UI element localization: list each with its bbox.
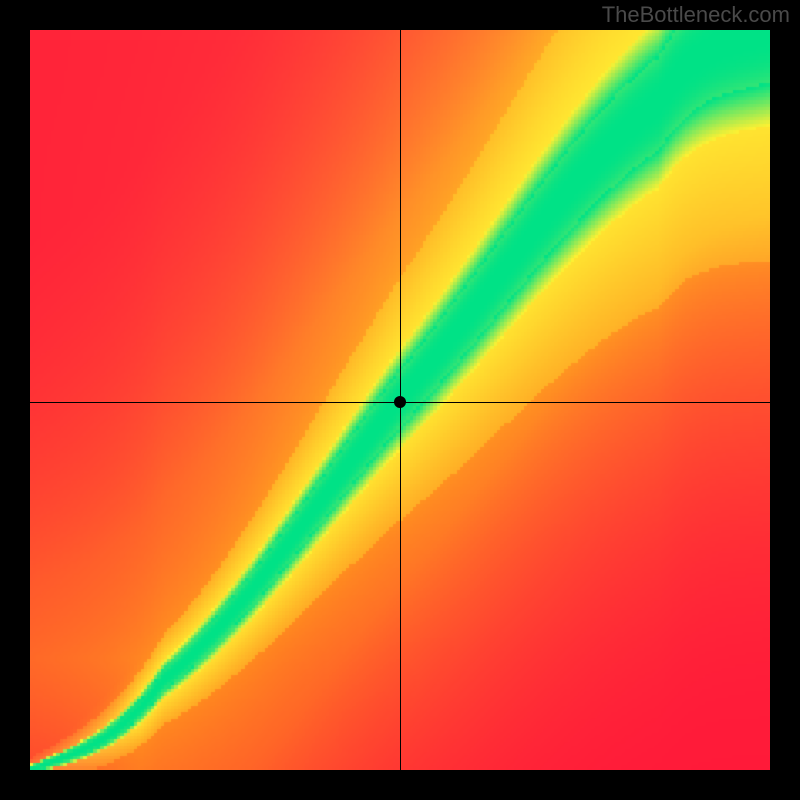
crosshair-marker xyxy=(394,396,406,408)
watermark-text: TheBottleneck.com xyxy=(602,2,790,28)
plot-area xyxy=(30,30,770,770)
